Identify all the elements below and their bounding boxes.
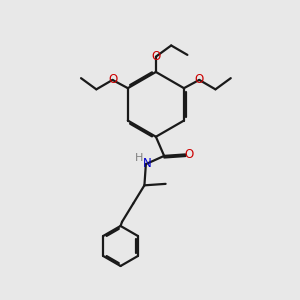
- Text: N: N: [143, 157, 152, 170]
- Text: O: O: [185, 148, 194, 161]
- Text: O: O: [108, 74, 117, 86]
- Text: O: O: [195, 74, 204, 86]
- Text: H: H: [135, 153, 144, 163]
- Text: O: O: [151, 50, 160, 63]
